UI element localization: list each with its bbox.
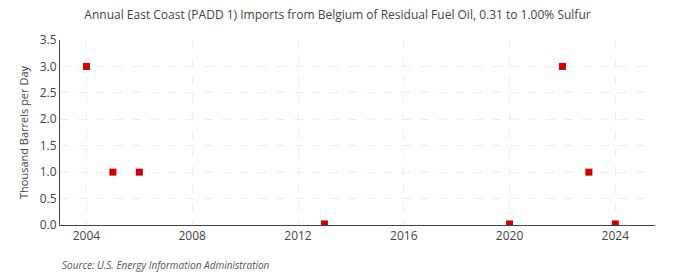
svg-text:1.0: 1.0 [40,163,57,180]
svg-text:2016: 2016 [390,227,418,244]
svg-text:2008: 2008 [178,227,206,244]
svg-text:0.0: 0.0 [40,216,57,233]
svg-text:1.5: 1.5 [40,137,57,154]
svg-text:2.5: 2.5 [40,84,57,101]
svg-text:2020: 2020 [496,227,524,244]
svg-text:Thousand Barrels per Day: Thousand Barrels per Day [16,66,31,199]
svg-text:2004: 2004 [73,227,101,244]
svg-text:2012: 2012 [284,227,312,244]
svg-text:2024: 2024 [602,227,630,244]
svg-text:Annual East Coast (PADD 1) Imp: Annual East Coast (PADD 1) Imports from … [84,6,590,23]
svg-text:3.0: 3.0 [40,58,57,75]
svg-text:Source: U.S. Energy Informatio: Source: U.S. Energy Information Administ… [62,258,270,272]
svg-text:3.5: 3.5 [40,31,57,48]
svg-text:0.5: 0.5 [40,190,57,207]
svg-text:2.0: 2.0 [40,110,57,127]
